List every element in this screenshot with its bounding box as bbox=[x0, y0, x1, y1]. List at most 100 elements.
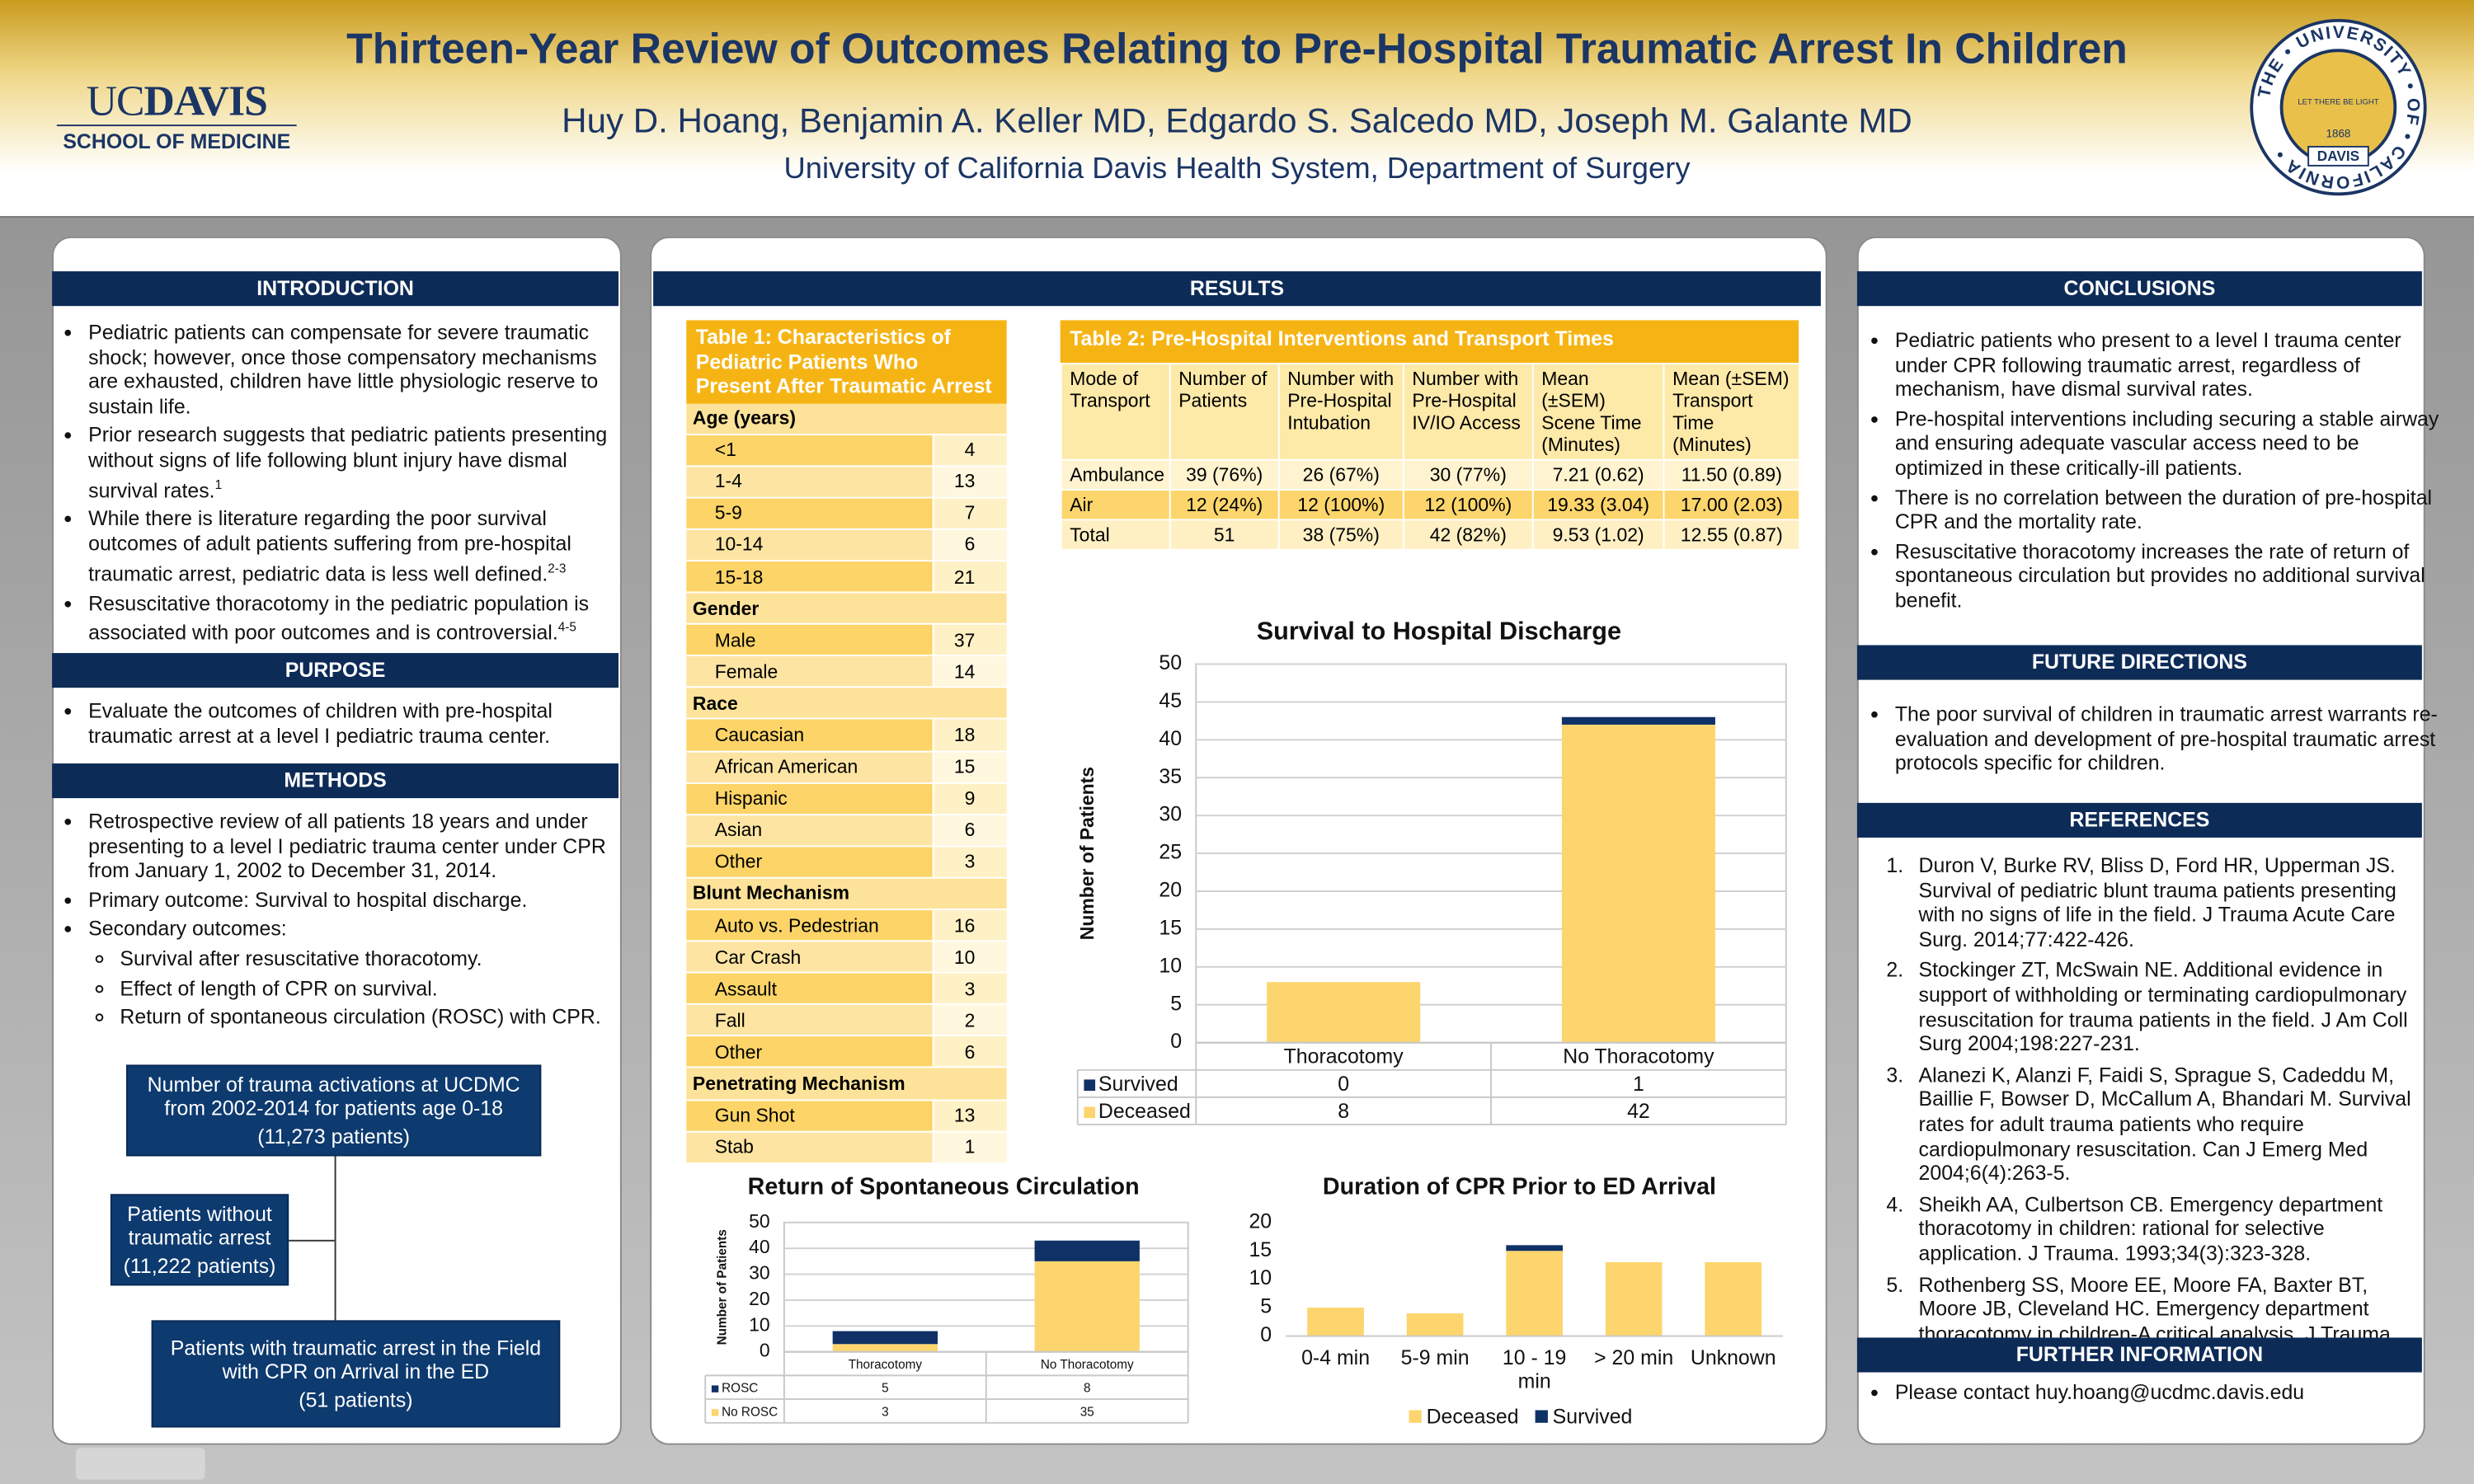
table-cell: 30 (77%) bbox=[1402, 458, 1534, 491]
table-row: Car Crash 10 bbox=[686, 941, 1007, 974]
row-value: 16 bbox=[932, 909, 1007, 942]
row-value: 6 bbox=[932, 528, 1007, 562]
bar-segment bbox=[1605, 1261, 1663, 1336]
data-label: 1 bbox=[1633, 1073, 1644, 1096]
row-value: 37 bbox=[932, 623, 1007, 657]
logo-davis: DAVIS bbox=[143, 77, 268, 125]
row-value: 14 bbox=[932, 655, 1007, 688]
item-text: Duron V, Burke RV, Bliss D, Ford HR, Upp… bbox=[1918, 853, 2396, 951]
list-item: Stockinger ZT, McSwain NE. Additional ev… bbox=[1909, 958, 2422, 1056]
future-list: The poor survival of children in traumat… bbox=[1866, 702, 2439, 780]
y-tick-label: 0 bbox=[760, 1340, 770, 1361]
y-tick-label: 25 bbox=[1159, 841, 1182, 864]
bar-segment bbox=[1561, 716, 1715, 725]
row-label: Car Crash bbox=[686, 941, 934, 974]
x-tick-label: 10 - 19 min bbox=[1502, 1345, 1567, 1393]
logo-wordmark: UCDAVIS bbox=[57, 79, 297, 124]
item-text: Evaluate the outcomes of children with p… bbox=[88, 698, 553, 748]
legend-label: Survived bbox=[1553, 1406, 1633, 1429]
list-item: Please contact huy.hoang@ucdmc.davis.edu bbox=[1895, 1380, 2439, 1405]
y-tick-label: 40 bbox=[1159, 727, 1182, 750]
table-row: Asian 6 bbox=[686, 814, 1007, 848]
y-tick-label: 30 bbox=[1159, 803, 1182, 826]
legend-label: ROSC bbox=[722, 1382, 758, 1396]
row-label: Assault bbox=[686, 972, 934, 1006]
section-heading: INTRODUCTION bbox=[52, 271, 619, 307]
x-tick-label: > 20 min bbox=[1594, 1345, 1674, 1369]
list-item: Prior research suggests that pediatric p… bbox=[88, 423, 609, 502]
seal-banner: DAVIS bbox=[2317, 148, 2359, 164]
table-cell: 38 (75%) bbox=[1277, 519, 1404, 551]
row-label: Hispanic bbox=[686, 782, 934, 815]
item-text: Alanezi K, Alanzi F, Faidi S, Sprague S,… bbox=[1918, 1063, 2411, 1186]
x-tick-box: 5-9 min bbox=[1401, 1345, 1470, 1369]
data-label: 0 bbox=[1338, 1073, 1349, 1096]
list-item: Effect of length of CPR on survival. bbox=[120, 975, 609, 1000]
flow-text: Number of trauma activations at UCDMC fr… bbox=[147, 1073, 520, 1120]
item-text: Stockinger ZT, McSwain NE. Additional ev… bbox=[1918, 958, 2408, 1056]
row-label: Asian bbox=[686, 814, 934, 848]
header-cell: Number of Patients bbox=[1169, 363, 1280, 461]
item-text: Return of spontaneous circulation (ROSC)… bbox=[120, 1005, 601, 1029]
section-heading: REFERENCES bbox=[1856, 802, 2422, 838]
bar-segment bbox=[832, 1331, 938, 1345]
row-value: 2 bbox=[932, 1004, 1007, 1037]
row-value: 15 bbox=[932, 750, 1007, 784]
row-label: <1 bbox=[686, 434, 934, 467]
table-row: 10-14 6 bbox=[686, 528, 1007, 562]
header-cell: Number with Pre-Hospital Intubation bbox=[1277, 363, 1404, 461]
row-value: 4 bbox=[932, 434, 1007, 467]
footer-tab bbox=[75, 1448, 205, 1480]
authors: Huy D. Hoang, Benjamin A. Keller MD, Edg… bbox=[562, 101, 1912, 141]
reference-marker: 2-3 bbox=[548, 561, 567, 575]
item-text: Pediatric patients can compensate for se… bbox=[88, 320, 599, 418]
legend-swatch bbox=[711, 1409, 719, 1416]
logo-school: SCHOOL OF MEDICINE bbox=[56, 124, 297, 153]
y-tick-label: 20 bbox=[749, 1288, 770, 1309]
item-text: Primary outcome: Survival to hospital di… bbox=[88, 887, 528, 912]
group-row: Race bbox=[686, 687, 1007, 721]
data-label: 3 bbox=[882, 1405, 889, 1419]
legend-swatch bbox=[1409, 1410, 1422, 1423]
item-text: There is no correlation between the dura… bbox=[1894, 485, 2433, 533]
section-heading: FURTHER INFORMATION bbox=[1856, 1337, 2422, 1373]
row-label: Auto vs. Pedestrian bbox=[686, 909, 934, 942]
legend-label: Deceased bbox=[1427, 1406, 1519, 1429]
row-label: Male bbox=[686, 623, 934, 657]
item-text: Sheikh AA, Culbertson CB. Emergency depa… bbox=[1918, 1191, 2383, 1266]
section-heading: FUTURE DIRECTIONS bbox=[1856, 645, 2422, 680]
row-value: 3 bbox=[932, 972, 1007, 1006]
row-value: 1 bbox=[932, 1131, 1007, 1164]
bar-segment bbox=[1034, 1261, 1140, 1352]
y-tick-label: 30 bbox=[749, 1262, 770, 1284]
table-row: Air 12 (24%) 12 (100%) 12 (100%) 19.33 (3.04… bbox=[1060, 489, 1801, 521]
row-label: 5-9 bbox=[686, 497, 934, 530]
legend-swatch bbox=[1084, 1106, 1096, 1119]
table-cell: 12 (100%) bbox=[1402, 489, 1534, 521]
bar-segment bbox=[1034, 1240, 1140, 1261]
group-name: Penetrating Mechanism bbox=[686, 1068, 1007, 1101]
row-label: Fall bbox=[686, 1004, 934, 1037]
table-title: Table 2: Pre-Hospital Interventions and … bbox=[1060, 320, 1799, 364]
sub-list: Survival after resuscitative thoracotomy… bbox=[88, 946, 609, 1030]
flow-count: (11,273 patients) bbox=[257, 1125, 411, 1148]
item-text: Resuscitative thoracotomy increases the … bbox=[1894, 538, 2425, 613]
legend-swatch bbox=[711, 1385, 719, 1392]
y-tick-label: 50 bbox=[749, 1210, 770, 1232]
table-row: Hispanic 9 bbox=[686, 782, 1007, 815]
x-tick-label: No Thoracotomy bbox=[1041, 1358, 1134, 1372]
group-name: Blunt Mechanism bbox=[686, 877, 1007, 910]
y-tick-label: 10 bbox=[1159, 954, 1182, 977]
y-axis-label: Number of Patients bbox=[1076, 767, 1098, 940]
table-row: Stab 1 bbox=[686, 1131, 1007, 1164]
legend-label: Survived bbox=[1098, 1073, 1178, 1096]
chart-title: Return of Spontaneous Circulation bbox=[748, 1173, 1140, 1200]
row-value: 10 bbox=[932, 941, 1007, 974]
list-item: Duron V, Burke RV, Bliss D, Ford HR, Upp… bbox=[1909, 853, 2422, 951]
flow-box: Number of trauma activations at UCDMC fr… bbox=[126, 1064, 542, 1157]
item-text: Secondary outcomes: bbox=[88, 917, 287, 942]
conclusions-list: Pediatric patients who present to a leve… bbox=[1866, 328, 2439, 618]
table-row: African American 15 bbox=[686, 750, 1007, 784]
legend-label: No ROSC bbox=[722, 1405, 778, 1419]
